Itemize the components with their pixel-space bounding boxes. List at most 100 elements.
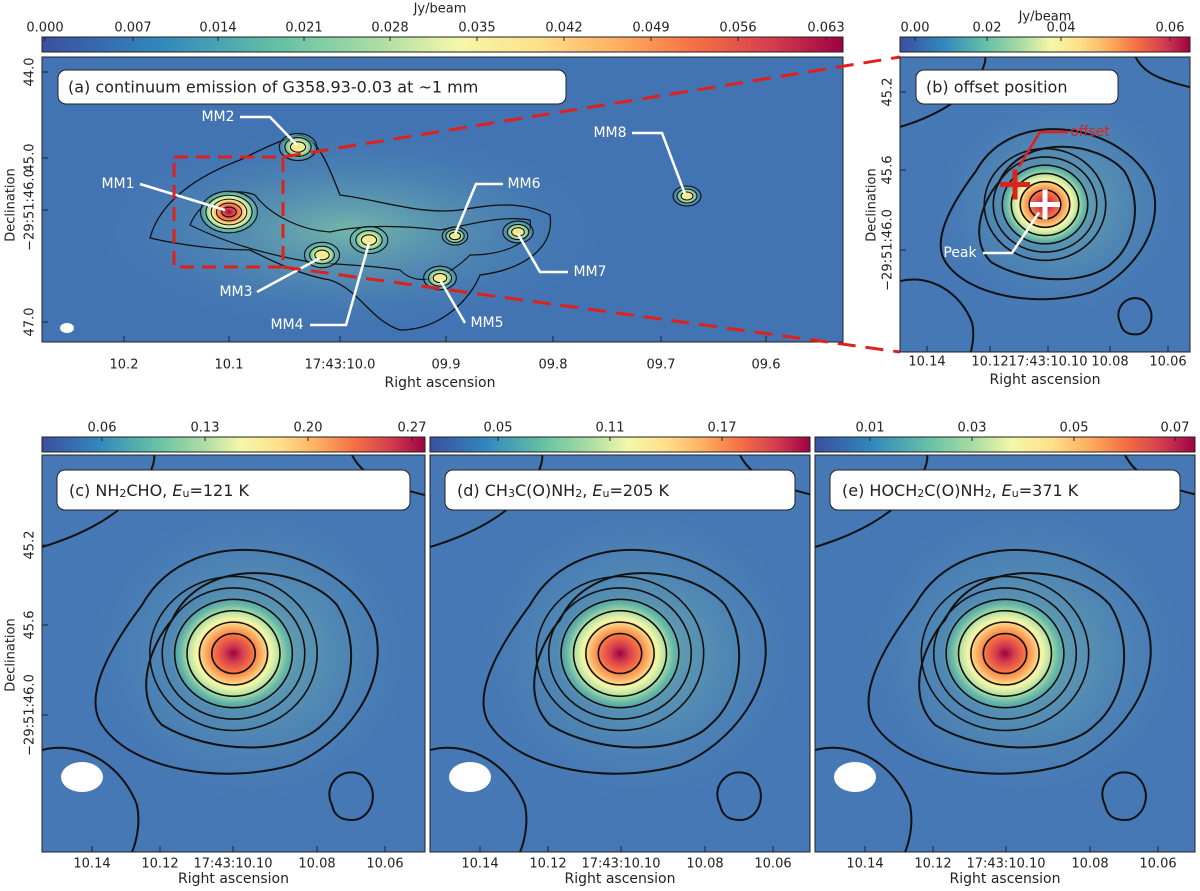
colorbar-tick-label: 0.063 (807, 21, 844, 36)
colorbar-tick-label: 0.17 (708, 421, 737, 436)
label-part: 2 (575, 487, 582, 500)
x-tick-label: 10.08 (686, 857, 723, 872)
callout-line (1017, 130, 1068, 168)
contour (572, 609, 668, 698)
x-tick-label: 10.12 (141, 857, 178, 872)
label-part: u (182, 487, 189, 500)
x-tick-label: 09.9 (432, 358, 461, 373)
colorbar-tick-label: 0.00 (901, 21, 930, 36)
y-tick-label: 44.0 (23, 58, 38, 87)
contour (1019, 180, 1071, 229)
label-box (57, 69, 567, 105)
label-part: C(O)NH (515, 481, 575, 500)
source-emission (200, 190, 258, 234)
callout-line (632, 131, 687, 195)
x-axis-label: Right ascension (385, 375, 496, 391)
label-part: C(O)NH (924, 481, 984, 500)
contour (314, 249, 330, 261)
contour (506, 223, 530, 241)
contour (533, 572, 741, 749)
contour (445, 229, 465, 243)
contour (355, 230, 383, 250)
y-tick-label: 47.0 (23, 308, 38, 337)
peak-emission (558, 596, 682, 711)
contour (42, 746, 140, 852)
diffuse-emission (90, 130, 610, 330)
colorbar-tick-label: 0.028 (371, 21, 408, 36)
contour (328, 771, 374, 822)
label-part: (e) HOCH (842, 481, 917, 500)
y-tick-label: −29:51:46.0 (23, 169, 38, 251)
colorbar-tick-label: 0.042 (545, 21, 582, 36)
contour (186, 609, 281, 698)
source-label: MM3 (219, 284, 252, 300)
contour (535, 575, 705, 732)
zoom-line (282, 265, 901, 354)
colorbar-tick-label: 0.035 (458, 21, 495, 36)
source-label: MM2 (201, 109, 234, 125)
contour (200, 190, 258, 234)
x-tick-label: 10.08 (298, 857, 335, 872)
label-box (56, 469, 411, 511)
zoom-map (815, 455, 1195, 852)
annotation: Peak (943, 245, 977, 261)
contour (939, 128, 1157, 301)
colorbar (899, 36, 1191, 53)
contour (221, 206, 237, 218)
colorbar-tick-label: 0.014 (199, 21, 236, 36)
label-part: 2 (917, 487, 924, 500)
colorbar-tick-label: 0.20 (294, 421, 323, 436)
zoom-map (42, 455, 425, 852)
label-part: 2 (985, 487, 992, 500)
label-box (829, 469, 1181, 511)
contour (716, 771, 762, 822)
x-tick-label: 10.12 (529, 857, 566, 872)
x-tick-label: 10.14 (461, 857, 498, 872)
callout-line (516, 233, 568, 274)
contour (932, 587, 1078, 720)
panel-label: (d) CH3C(O)NH2, Eu=205 K (457, 481, 669, 501)
x-axis-label: Right ascension (565, 871, 676, 887)
contour (982, 632, 1028, 675)
contour (992, 156, 1098, 253)
x-tick-label: 09.7 (647, 358, 676, 373)
beam (834, 762, 876, 792)
contour (560, 598, 680, 709)
y-tick-label: 45.6 (881, 156, 896, 185)
x-tick-label: 10.06 (1139, 857, 1176, 872)
colorbar-tick-label: 0.04 (1047, 21, 1076, 36)
colorbar-tick-label: 0.07 (1161, 421, 1190, 436)
colorbar-label: Jy/beam (1018, 10, 1072, 25)
contour (900, 278, 975, 352)
panel-label: (e) HOCH2C(O)NH2, Eu=371 K (842, 481, 1079, 501)
callout-line (240, 115, 298, 146)
contour (198, 621, 269, 686)
source-label: MM6 (507, 176, 540, 192)
y-tick-label: 45.0 (23, 144, 38, 173)
callout-line (256, 256, 321, 294)
contour (482, 548, 767, 775)
label-part: (c) NH (69, 481, 119, 500)
colorbar (429, 436, 811, 453)
x-tick-label: 10.06 (1149, 355, 1186, 370)
colorbar-tick-label: 0.007 (114, 21, 151, 36)
peak-cross (1030, 189, 1060, 220)
contour (597, 632, 643, 675)
label-part: E (172, 481, 183, 500)
x-tick-label: 10.06 (366, 857, 403, 872)
beam (61, 762, 103, 792)
label-part: , (992, 481, 1002, 500)
colorbar-tick-label: 0.021 (285, 21, 322, 36)
peak-emission (943, 596, 1067, 711)
annotation: offset (1070, 124, 1110, 140)
colorbar-tick-label: 0.056 (719, 21, 756, 36)
y-tick-label: 45.6 (23, 611, 38, 640)
label-part: 3 (508, 487, 515, 500)
x-tick-label: 17:43:10.10 (1008, 355, 1087, 370)
x-tick-label: 10.1 (215, 358, 244, 373)
colorbar-tick-label: 0.03 (958, 421, 987, 436)
frame (429, 454, 811, 853)
colorbar-tick-label: 0.27 (398, 421, 427, 436)
panel-label: (c) NH2CHO, Eu=121 K (69, 481, 249, 501)
label-part: =121 K (189, 481, 249, 500)
